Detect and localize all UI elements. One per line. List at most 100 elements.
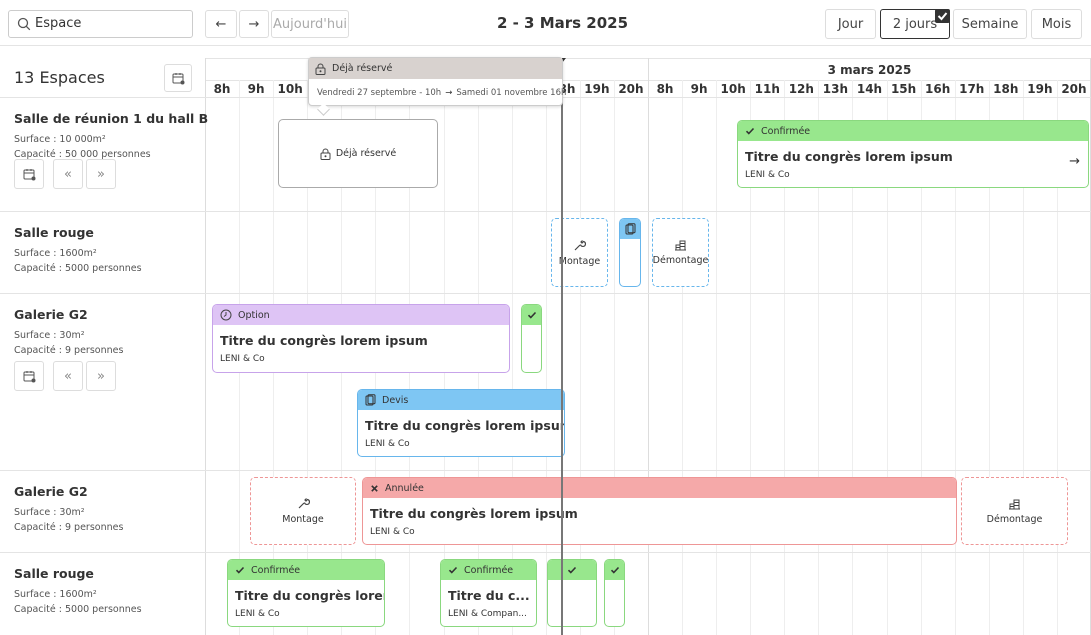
event-card[interactable]: Confirmée Titre du c... LENI & Compan... (440, 559, 537, 627)
space-capacity: Capacité : 50 000 personnes (14, 149, 151, 160)
grid-line (750, 80, 752, 635)
view-button[interactable]: 2 jours (880, 9, 950, 39)
event-card[interactable]: Option Titre du congrès lorem ipsum LENI &… (212, 304, 510, 373)
event-status: Devis (382, 394, 409, 406)
view-button[interactable]: Semaine (953, 9, 1027, 39)
grid-line (545, 80, 547, 635)
event-label: Démontage (652, 255, 709, 266)
grid-line (511, 80, 513, 635)
space-surface: Surface : 10 000m² (14, 134, 106, 145)
hour-label: 19h (584, 82, 610, 96)
setup-block[interactable]: Montage (250, 477, 356, 545)
event-header: Confirmée (228, 560, 384, 580)
tooltip-pointer (317, 103, 330, 116)
tooltip-body: Vendredi 27 septembre - 10h → Samedi 01 no… (317, 88, 566, 98)
mini-event[interactable] (521, 304, 542, 373)
open-arrow: → (1069, 154, 1080, 169)
space-surface: Surface : 1600m² (14, 248, 97, 259)
search-input[interactable]: Espace (8, 10, 193, 38)
event-header (605, 560, 624, 580)
view-button[interactable]: Jour (825, 9, 876, 39)
event-title: Titre du congrès lorem ipsum (235, 588, 384, 603)
prev-button[interactable]: ← (205, 10, 237, 38)
hour-label: 10h (277, 82, 303, 96)
add-space-button[interactable] (164, 64, 192, 92)
event-client: LENI & Co (235, 609, 280, 619)
event-label: Montage (558, 255, 601, 267)
event-client: LENI & Co (370, 527, 415, 537)
event-status: Confirmée (464, 564, 514, 576)
view-button[interactable]: Mois (1031, 9, 1082, 39)
hour-label: 8h (213, 82, 231, 96)
event-header: Devis (358, 390, 564, 410)
hour-label: 12h (788, 82, 814, 96)
setup-block[interactable]: Démontage (961, 477, 1068, 545)
grid-line (648, 58, 649, 635)
hour-label: 14h (856, 82, 883, 96)
now-line (561, 58, 563, 635)
grid-line (682, 80, 684, 635)
event-card[interactable]: Confirmée Titre du congrès lorem ipsum LEN… (227, 559, 385, 627)
space-name: Galerie G2 (14, 307, 88, 322)
grid-line (784, 80, 786, 635)
grid-line (886, 80, 888, 635)
collapse-button[interactable]: « (53, 361, 83, 391)
today-button[interactable]: Aujourd'hui (271, 10, 349, 38)
space-surface: Surface : 30m² (14, 330, 85, 341)
event-header: Option (213, 305, 509, 325)
space-capacity: Capacité : 5000 personnes (14, 263, 142, 274)
mini-event[interactable] (604, 559, 625, 627)
event-header (548, 560, 596, 580)
tooltip: Déjà réservé Vendredi 27 septembre - 10h →… (308, 57, 566, 116)
tooltip-arrow-icon: → (445, 88, 453, 98)
mini-event[interactable] (619, 218, 641, 287)
event-card[interactable]: Annulée Titre du congrès lorem ipsum LENI … (362, 477, 957, 545)
calendar-button[interactable] (14, 159, 44, 189)
next-button[interactable]: → (239, 10, 269, 38)
event-card[interactable]: Confirmée Titre du congrès lorem ipsum LEN… (737, 120, 1089, 188)
space-capacity: Capacité : 9 personnes (14, 522, 124, 533)
event-label: Montage (282, 514, 324, 525)
period-title: 2 - 3 Mars 2025 (496, 14, 629, 32)
mini-event[interactable] (547, 559, 597, 627)
event-title: Titre du congrès lorem ipsum (365, 418, 565, 433)
setup-block[interactable]: Démontage (652, 218, 709, 287)
row-divider (0, 293, 1091, 294)
hour-label: 15h (890, 82, 917, 96)
event-header: Confirmée (441, 560, 536, 580)
expand-button[interactable]: » (86, 361, 116, 391)
event-header (620, 219, 640, 239)
event-header (522, 305, 541, 325)
search-placeholder: Espace (35, 16, 82, 31)
hour-label: 17h (959, 82, 985, 96)
event-card[interactable]: Devis Titre du congrès lorem ipsum LENI & … (357, 389, 565, 457)
event-status: Annulée (385, 482, 424, 494)
tooltip-from: Vendredi 27 septembre - 10h (317, 88, 442, 98)
space-name: Salle rouge (14, 566, 94, 581)
calendar-button[interactable] (14, 361, 44, 391)
event-client: LENI & Co (745, 170, 790, 180)
space-name: Salle rouge (14, 225, 94, 240)
event-label: Déjà réservé (335, 148, 397, 159)
active-check (935, 9, 950, 23)
event-client: LENI & Compan... (448, 609, 527, 619)
grid-line (716, 80, 718, 635)
grid-line (1056, 80, 1058, 635)
space-surface: Surface : 30m² (14, 507, 85, 518)
space-name: Salle de réunion 1 du hall B (14, 111, 209, 126)
event-client: LENI & Co (220, 354, 265, 364)
collapse-button[interactable]: « (53, 159, 83, 189)
row-divider (0, 211, 1091, 212)
hour-label: 8h (656, 82, 674, 96)
grid-line (852, 80, 854, 635)
row-divider (0, 552, 1091, 553)
event-header: Confirmée (738, 121, 1088, 141)
grid-line (818, 80, 820, 635)
grid-line (613, 80, 615, 635)
reserved-block[interactable]: Déjà réservé (278, 119, 438, 188)
space-name: Galerie G2 (14, 484, 88, 499)
expand-button[interactable]: » (86, 159, 116, 189)
space-surface: Surface : 1600m² (14, 589, 97, 600)
setup-block[interactable]: Montage (551, 218, 608, 287)
hour-label: 20h (618, 82, 644, 96)
